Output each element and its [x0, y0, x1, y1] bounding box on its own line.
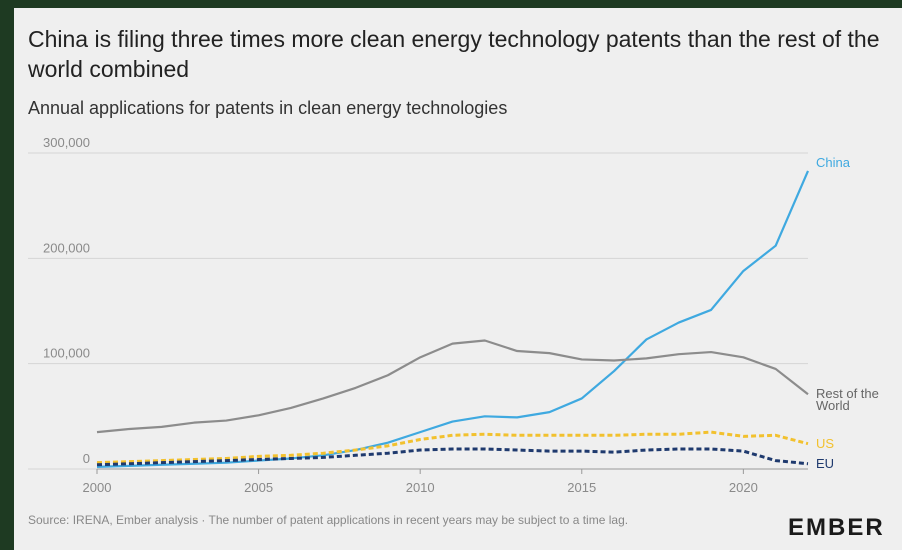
x-tick-label: 2005 [244, 480, 273, 495]
series-label: EU [816, 455, 835, 471]
x-tick-label: 2020 [729, 480, 758, 495]
series-label: US [816, 435, 835, 451]
source-note: Source: IRENA, Ember analysis · The numb… [28, 513, 629, 527]
x-tick-label: 2010 [406, 480, 435, 495]
y-tick-label: 100,000 [43, 346, 90, 361]
y-tick-label: 300,000 [43, 135, 90, 150]
logo: EMBER [788, 514, 885, 541]
y-tick-label: 0 [83, 451, 90, 466]
series-line [96, 430, 809, 465]
series-label: Rest of the World [816, 386, 879, 414]
x-tick-label: 2000 [83, 480, 112, 495]
series-line [96, 447, 809, 467]
chart-title: China is filing three times more clean e… [28, 26, 880, 82]
chart-subtitle: Annual applications for patents in clean… [28, 98, 508, 118]
series-line [96, 339, 809, 434]
series-label: China [816, 154, 850, 170]
y-tick-label: 200,000 [43, 240, 90, 255]
chart-card: 0 100,000 200,000 300,000 2000 2005 2010 2015 20… [14, 8, 902, 550]
x-tick-label: 2015 [567, 480, 596, 495]
chart: 0 100,000 200,000 300,000 2000 2005 2010 2015 20… [28, 135, 810, 495]
series-line [96, 170, 810, 468]
